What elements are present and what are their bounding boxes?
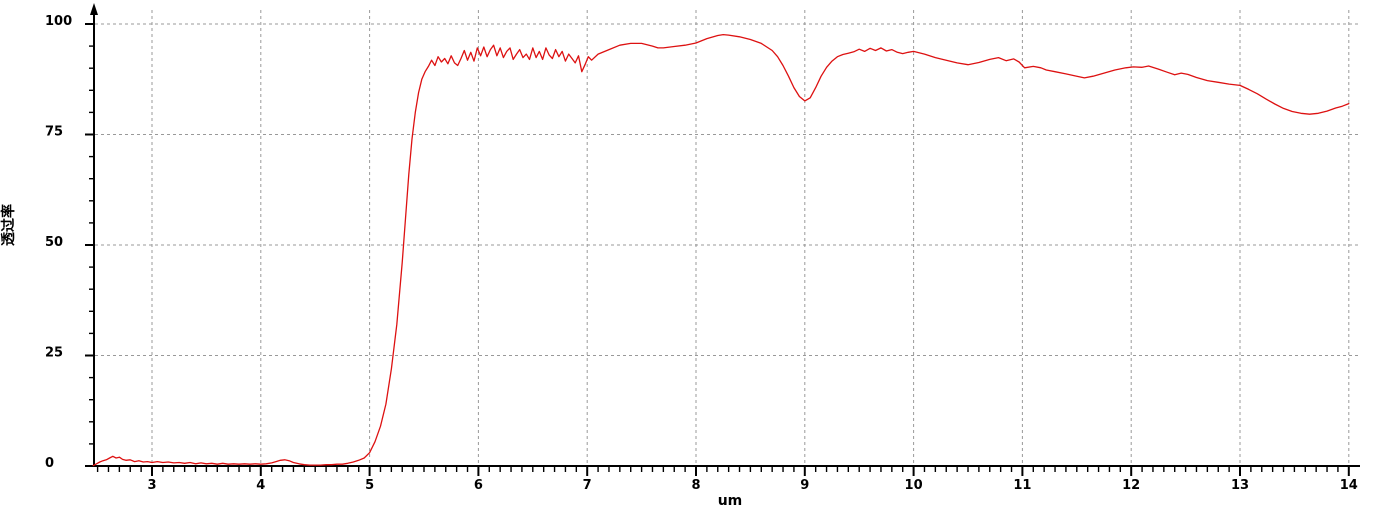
y-tick-label: 100 <box>45 14 72 29</box>
x-tick-label: 9 <box>800 478 809 493</box>
x-tick-label: 13 <box>1231 478 1249 493</box>
transmittance-curve <box>92 33 1350 467</box>
x-tick-label: 7 <box>583 478 592 493</box>
x-tick-label: 3 <box>147 478 156 493</box>
x-tick-label: 14 <box>1340 478 1358 493</box>
y-tick-label: 50 <box>45 235 63 250</box>
y-tick-label: 0 <box>45 456 54 471</box>
axes <box>90 3 1360 467</box>
axis-labels: 透过率 um 3 4 5 6 7 8 9 10 11 12 13 14 0 25 50 75 100 <box>0 14 1358 509</box>
y-axis-arrow-icon <box>90 3 98 15</box>
x-tick-label: 12 <box>1122 478 1140 493</box>
x-tick-label: 11 <box>1013 478 1031 493</box>
y-tick-label: 75 <box>45 125 63 140</box>
x-tick-label: 6 <box>474 478 483 493</box>
tick-marks <box>85 23 1350 476</box>
data-curve <box>92 33 1350 467</box>
x-tick-label: 8 <box>691 478 700 493</box>
y-axis-title: 透过率 <box>0 204 17 246</box>
x-tick-label: 4 <box>256 478 265 493</box>
x-axis-title: um <box>718 493 743 509</box>
gridlines <box>95 10 1360 466</box>
x-tick-label: 5 <box>365 478 374 493</box>
y-tick-label: 25 <box>45 346 63 361</box>
x-tick-label: 10 <box>905 478 923 493</box>
